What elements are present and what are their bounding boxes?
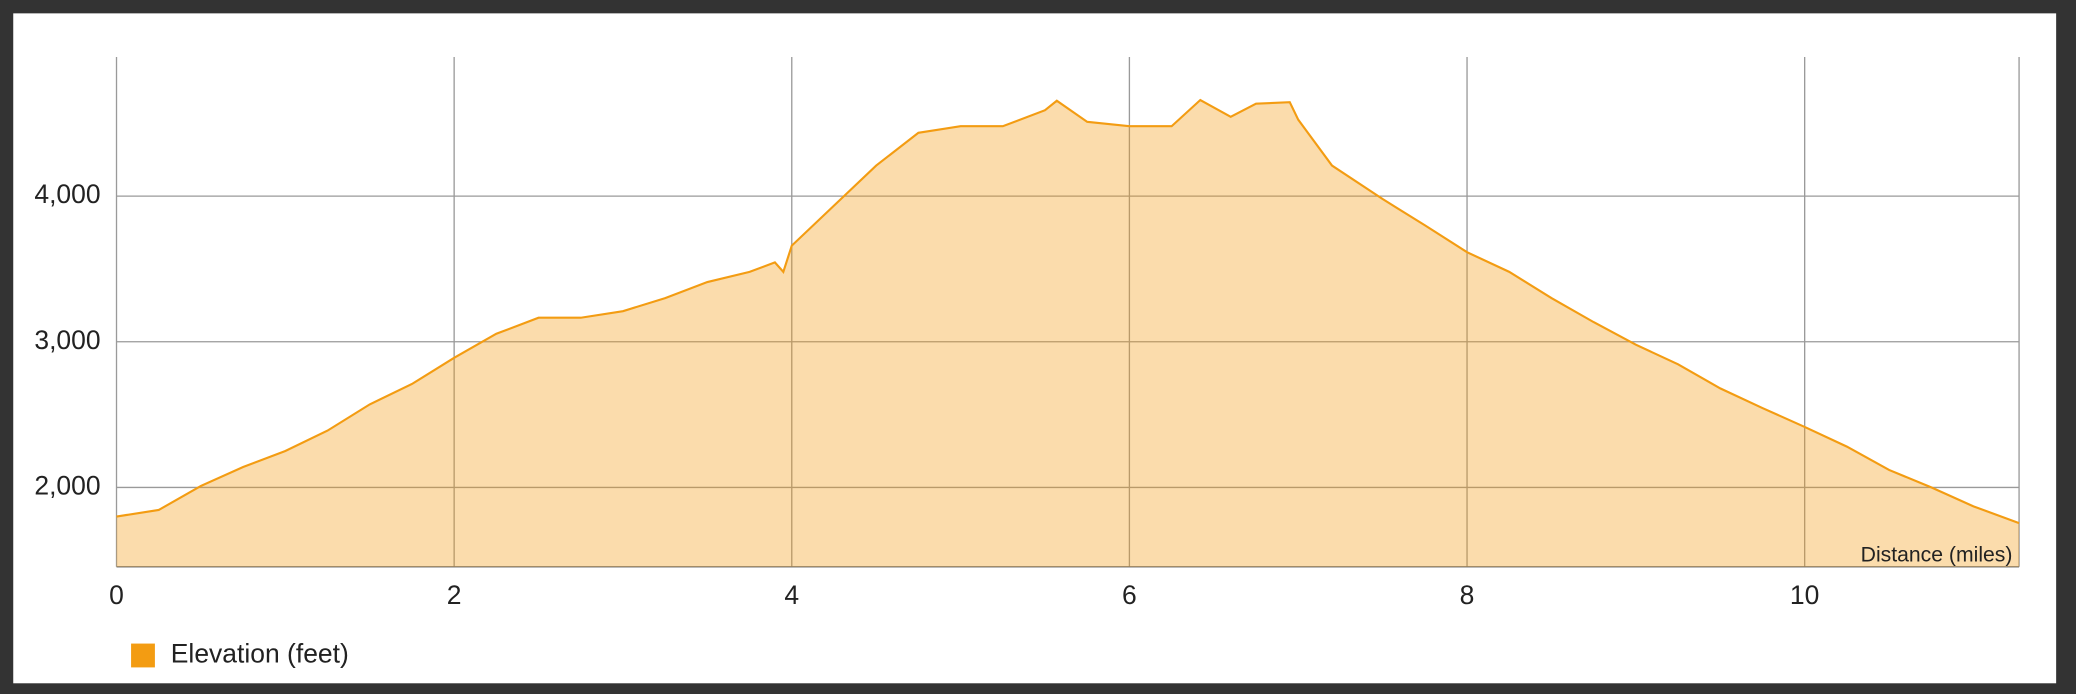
x-tick-label: 10 bbox=[1790, 580, 1819, 610]
x-tick-label: 0 bbox=[109, 580, 124, 610]
grid bbox=[115, 57, 2020, 568]
y-tick-label: 4,000 bbox=[34, 179, 100, 209]
chart-background bbox=[13, 13, 2057, 684]
legend-label: Elevation (feet) bbox=[171, 638, 349, 668]
legend: Elevation (feet) bbox=[131, 638, 349, 668]
x-tick-label: 2 bbox=[447, 580, 462, 610]
labels: Distance (miles) 2,000 3,000 4,000 0 2 4 6 8 10 bbox=[34, 179, 2012, 610]
legend-swatch bbox=[131, 643, 155, 668]
area bbox=[116, 100, 2020, 567]
y-tick-label: 3,000 bbox=[34, 325, 100, 355]
line bbox=[116, 98, 2020, 525]
x-tick-label: 4 bbox=[784, 580, 799, 610]
x-tick-label: 6 bbox=[1122, 580, 1137, 610]
x-tick-label: 8 bbox=[1460, 580, 1475, 610]
plot bbox=[116, 98, 2020, 567]
x-axis-label: Distance (miles) bbox=[1861, 543, 2013, 566]
y-tick-label: 2,000 bbox=[34, 470, 100, 500]
